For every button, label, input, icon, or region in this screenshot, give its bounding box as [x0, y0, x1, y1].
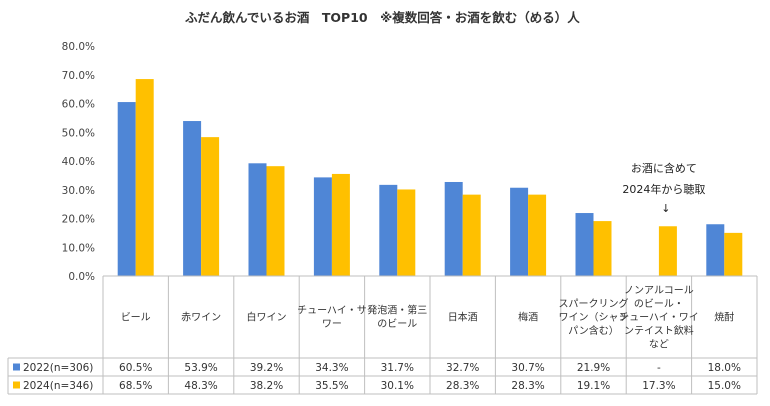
- bar-2022-6: [510, 187, 529, 276]
- y-tick-label: 40.0%: [62, 156, 95, 168]
- bar-2024-2: [266, 166, 285, 276]
- data-label: 28.3%: [446, 380, 479, 392]
- y-tick-label: 50.0%: [62, 127, 95, 139]
- data-label: -: [657, 362, 661, 374]
- category-label: ビール: [121, 311, 151, 323]
- bar-2024-4: [397, 189, 416, 276]
- data-label: 19.1%: [577, 380, 610, 392]
- bar-2022-9: [706, 224, 725, 276]
- data-label: 38.2%: [250, 380, 283, 392]
- bar-2022-7: [575, 213, 594, 276]
- legend-label: 2024(n=346): [23, 380, 93, 392]
- category-label: 日本酒: [448, 310, 478, 323]
- y-tick-label: 10.0%: [62, 242, 95, 254]
- bar-2024-8: [658, 226, 677, 276]
- y-tick-label: 60.0%: [62, 99, 95, 111]
- category-label: スパークリングワイン（シャンパン含む）: [559, 297, 629, 337]
- y-tick-label: 70.0%: [62, 70, 95, 82]
- bar-2024-7: [593, 221, 612, 276]
- category-label: 発泡酒・第三のビール: [367, 304, 427, 331]
- bar-2024-1: [201, 137, 220, 276]
- bar-2022-2: [248, 163, 267, 276]
- data-label: 39.2%: [250, 362, 283, 374]
- bars: [117, 79, 743, 276]
- legend-swatch: [13, 363, 20, 371]
- data-label: 34.3%: [315, 362, 348, 374]
- y-tick-label: 80.0%: [62, 41, 95, 53]
- data-label: 18.0%: [708, 362, 741, 374]
- data-label: 60.5%: [119, 362, 152, 374]
- bar-2022-0: [117, 102, 136, 276]
- data-label: 68.5%: [119, 380, 152, 392]
- y-tick-label: 30.0%: [62, 185, 95, 197]
- data-label: 21.9%: [577, 362, 610, 374]
- bar-2022-5: [444, 181, 463, 276]
- category-label: 赤ワイン: [181, 311, 221, 323]
- data-label: 53.9%: [184, 362, 217, 374]
- bar-2024-6: [528, 194, 547, 276]
- data-label: 30.7%: [511, 362, 544, 374]
- annotation: お酒に含めて 2024年から聴取 ↓: [622, 161, 705, 215]
- legend-label: 2022(n=306): [23, 362, 93, 374]
- y-tick-label: 0.0%: [68, 271, 95, 283]
- y-axis: 0.0% 10.0% 20.0% 30.0% 40.0% 50.0% 60.0% 70.0% 8…: [62, 41, 95, 283]
- bar-2024-0: [135, 79, 154, 276]
- y-tick-label: 20.0%: [62, 214, 95, 226]
- category-label: 梅酒: [518, 310, 538, 323]
- bar-2024-3: [331, 173, 350, 276]
- bar-2024-9: [724, 232, 743, 276]
- category-label: 白ワイン: [247, 310, 287, 323]
- bar-2022-3: [313, 177, 332, 276]
- data-label: 15.0%: [708, 380, 741, 392]
- data-label: 32.7%: [446, 362, 479, 374]
- category-label: ノンアルコールのビール・チューハイ・ワインテイスト飲料など: [619, 285, 699, 350]
- bar-2022-4: [379, 184, 398, 276]
- data-label: 30.1%: [381, 380, 414, 392]
- annotation-text: お酒に含めて: [631, 161, 697, 175]
- data-label: 48.3%: [184, 380, 217, 392]
- data-label: 28.3%: [511, 380, 544, 392]
- data-label: 17.3%: [642, 380, 675, 392]
- bar-2024-5: [462, 194, 481, 276]
- legend-swatch: [13, 381, 20, 389]
- data-label: 31.7%: [381, 362, 414, 374]
- bar-2022-1: [183, 121, 202, 276]
- annotation-arrow: ↓: [661, 202, 670, 215]
- data-label: 35.5%: [315, 380, 348, 392]
- annotation-text: 2024年から聴取: [622, 182, 705, 196]
- category-label: チューハイ・サワー: [297, 305, 367, 331]
- chart-title: ふだん飲んでいるお酒 TOP10 ※複数回答・お酒を飲む（める）人: [185, 10, 580, 25]
- category-label: 焼酎: [714, 310, 734, 323]
